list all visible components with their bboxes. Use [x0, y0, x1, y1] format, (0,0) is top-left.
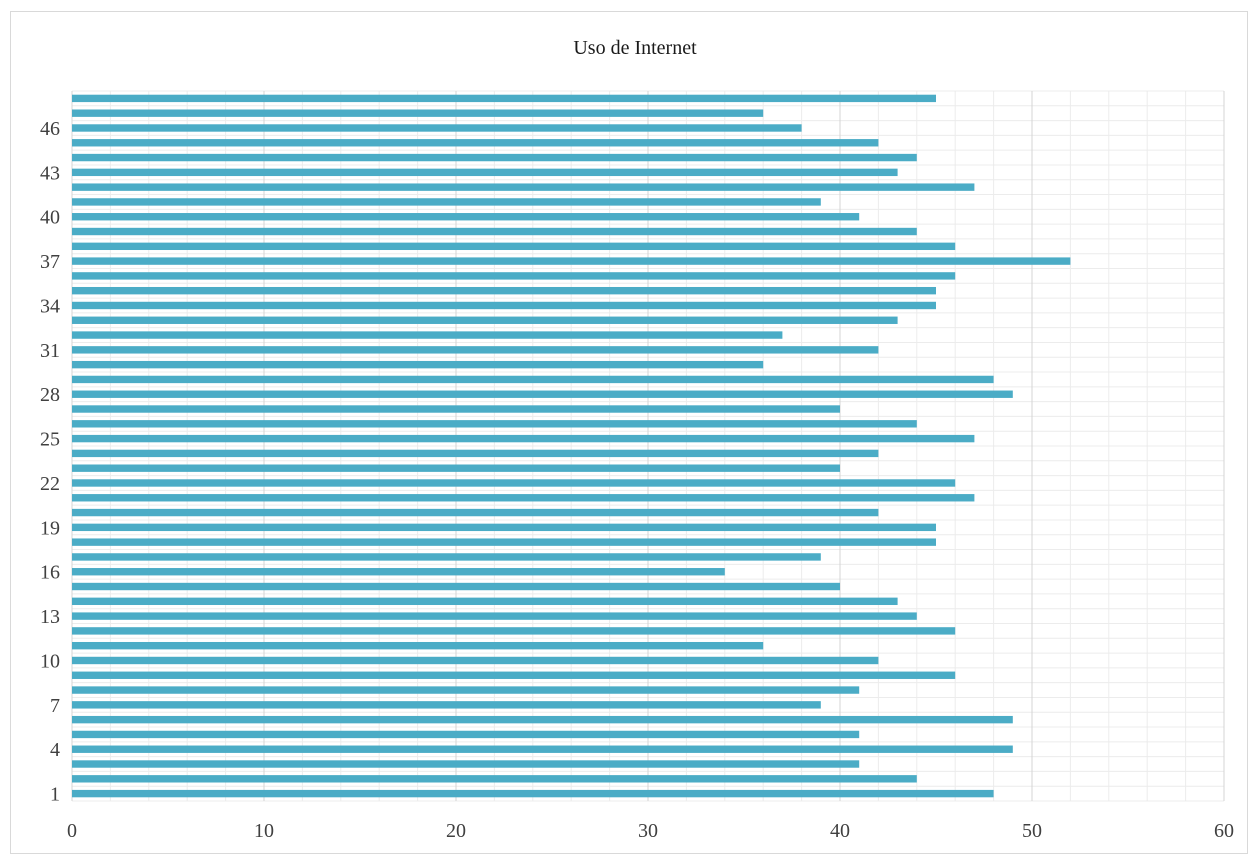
- y-tick-label: 43: [40, 162, 60, 184]
- bar: [72, 198, 821, 206]
- bar: [72, 612, 917, 620]
- bar: [72, 775, 917, 783]
- bar: [72, 331, 783, 339]
- bar: [72, 745, 1013, 753]
- bar: [72, 420, 917, 428]
- y-tick-label: 28: [40, 384, 60, 406]
- bar: [72, 597, 898, 606]
- bar: [72, 449, 879, 458]
- bar: [72, 568, 725, 576]
- x-tick-label: 10: [254, 820, 274, 842]
- chart-frame: [10, 11, 1248, 854]
- bar: [72, 686, 860, 694]
- bar: [72, 346, 879, 354]
- bar: [72, 479, 956, 487]
- y-tick-label: 34: [40, 295, 60, 317]
- x-axis-ticks: 0 10 20 30 40 50 60: [67, 820, 1234, 842]
- y-tick-label: 16: [40, 562, 60, 584]
- bars-layer: [72, 94, 1071, 798]
- bar: [72, 494, 975, 502]
- bar: [72, 671, 956, 679]
- bar: [72, 434, 975, 443]
- bar: [72, 213, 860, 221]
- y-tick-label: 10: [40, 650, 60, 672]
- bar: [72, 139, 879, 147]
- bar: [72, 641, 764, 650]
- bar: [72, 656, 879, 665]
- bar: [72, 701, 821, 709]
- bar: [72, 109, 764, 117]
- x-tick-label: 30: [638, 820, 658, 842]
- bar: [72, 715, 1013, 724]
- bar: [72, 538, 936, 546]
- y-tick-label: 13: [40, 606, 60, 628]
- bar: [72, 286, 936, 295]
- x-tick-label: 40: [830, 820, 850, 842]
- y-tick-label: 40: [40, 207, 60, 229]
- bar: [72, 227, 917, 236]
- bar: [72, 316, 898, 324]
- bar: [72, 627, 956, 635]
- bar: [72, 153, 917, 162]
- bar: [72, 183, 975, 191]
- bar: [72, 301, 936, 310]
- bar: [72, 789, 994, 798]
- bar: [72, 523, 936, 532]
- bar: [72, 257, 1071, 265]
- x-tick-label: 0: [67, 820, 77, 842]
- bar: [72, 242, 956, 251]
- y-axis-ticks: 1 4 7 10 13 16 19 22 25 28 31 34 37 40 43 46: [40, 118, 60, 806]
- grid-layer: [71, 90, 1225, 802]
- y-tick-label: 1: [50, 784, 60, 806]
- bar: [72, 760, 860, 768]
- y-tick-label: 22: [40, 473, 60, 495]
- y-tick-label: 7: [50, 695, 60, 717]
- bar: [72, 582, 840, 591]
- bar: [72, 464, 840, 472]
- bar: [72, 168, 898, 177]
- bar: [72, 390, 1013, 398]
- y-tick-label: 31: [40, 340, 60, 362]
- bar: [72, 730, 860, 739]
- bar: [72, 405, 840, 413]
- x-tick-label: 20: [446, 820, 466, 842]
- y-tick-label: 46: [40, 118, 60, 140]
- bar: [72, 94, 936, 103]
- bar: [72, 553, 821, 561]
- y-tick-label: 4: [50, 739, 60, 761]
- chart-title: Uso de Internet: [573, 37, 697, 59]
- bar: [72, 508, 879, 517]
- bar: [72, 360, 764, 369]
- x-tick-label: 50: [1022, 820, 1042, 842]
- y-tick-label: 37: [40, 251, 60, 273]
- y-tick-label: 19: [40, 517, 60, 539]
- bar: [72, 272, 956, 280]
- x-tick-label: 60: [1214, 820, 1234, 842]
- bar: [72, 375, 994, 384]
- bar: [72, 124, 802, 132]
- y-tick-label: 25: [40, 429, 60, 451]
